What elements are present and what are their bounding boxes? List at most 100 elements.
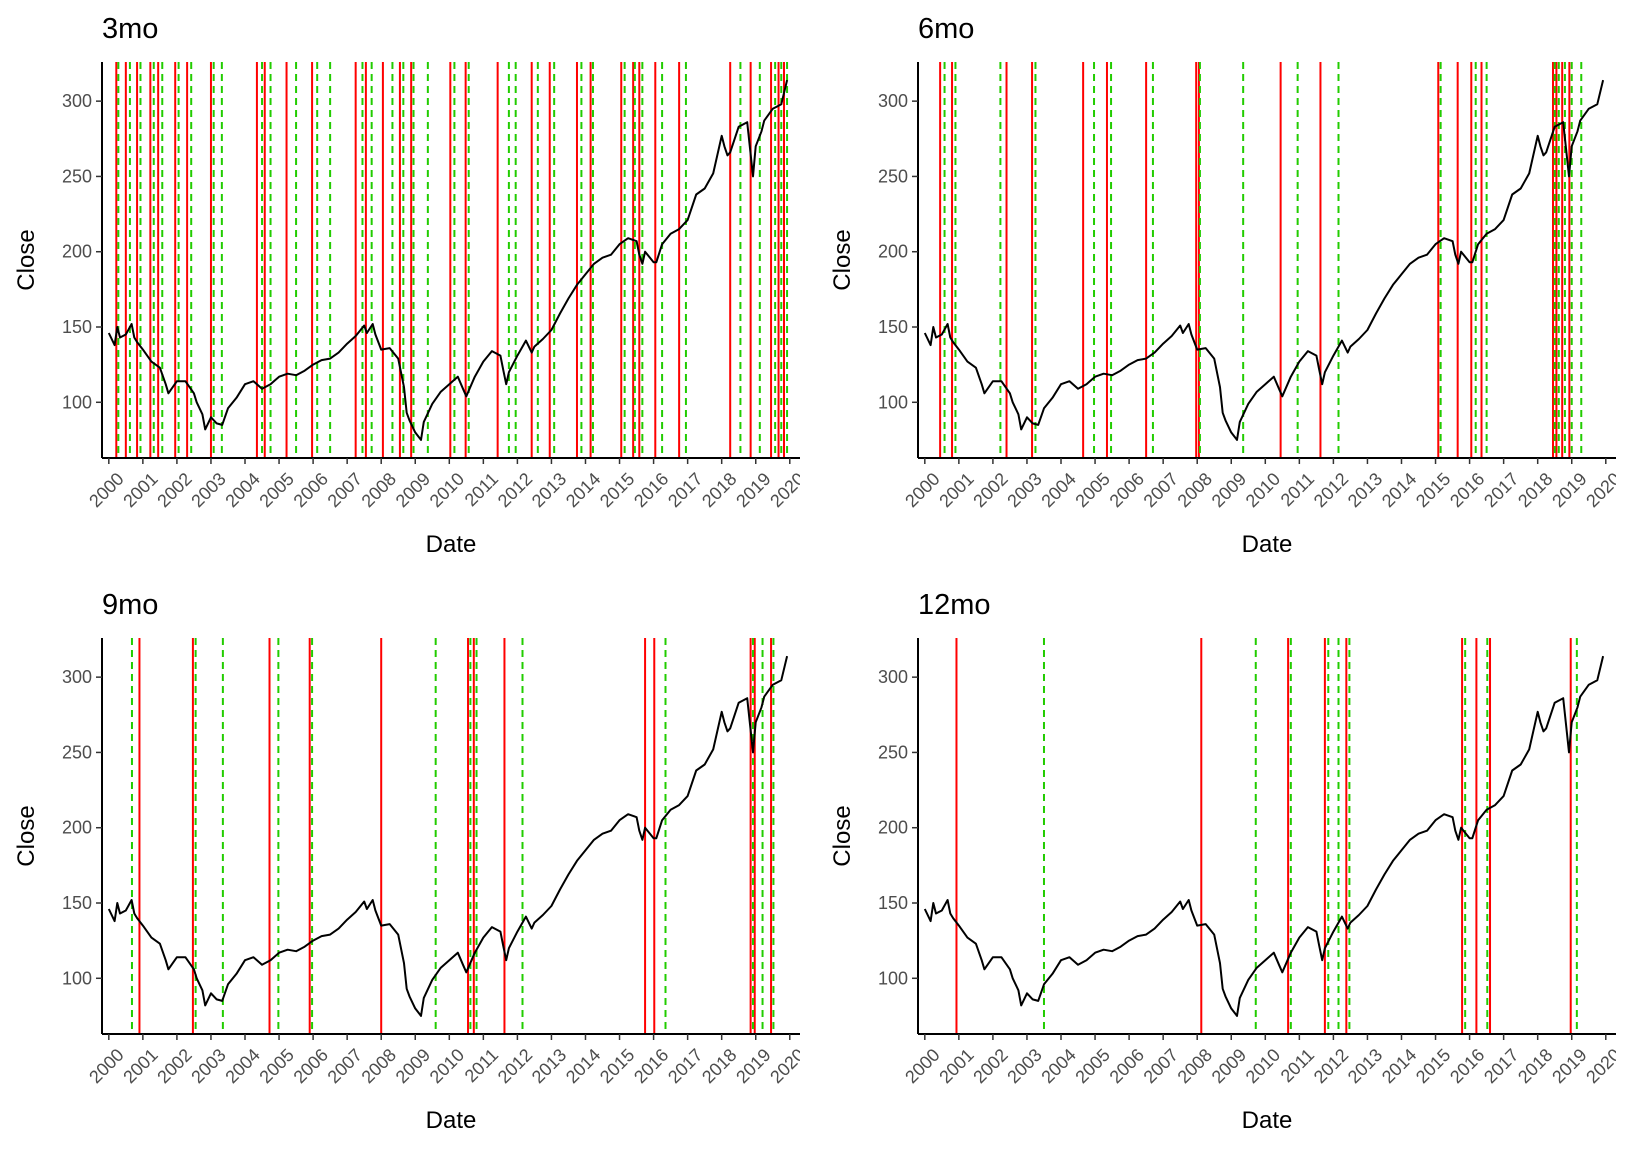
x-tick-label: 2012: [494, 469, 536, 511]
x-tick-label: 2003: [1003, 1045, 1045, 1087]
x-tick-label: 2010: [1242, 1045, 1284, 1087]
x-tick-label: 2011: [461, 469, 503, 511]
x-tick-label: 2014: [562, 1045, 604, 1087]
y-tick-label: 150: [62, 317, 92, 337]
x-tick-label: 2012: [494, 1045, 536, 1087]
y-tick-label: 300: [62, 91, 92, 111]
x-axis-label: Date: [1242, 1107, 1293, 1134]
chart-9mo: 9mo1001502002503002000200120022003200420…: [13, 589, 800, 1134]
x-tick-label: 2002: [153, 469, 195, 511]
x-tick-label: 2001: [119, 1045, 161, 1087]
x-tick-label: 2010: [426, 469, 468, 511]
x-tick-label: 2019: [732, 469, 774, 511]
x-tick-label: 2007: [324, 469, 366, 511]
x-tick-label: 2002: [153, 1045, 195, 1087]
x-tick-label: 2017: [1480, 1045, 1522, 1087]
close-price-line: [923, 655, 1605, 1017]
x-tick-label: 2008: [1174, 469, 1216, 511]
x-tick-label: 2000: [901, 1045, 943, 1087]
x-tick-label: 2008: [358, 469, 400, 511]
x-tick-label: 2013: [528, 1045, 570, 1087]
x-axis-label: Date: [1242, 531, 1293, 558]
x-tick-label: 2007: [324, 1045, 366, 1087]
panel-6mo: 6mo 100 150 200 250 300 2000 2001 2002 2003 2004 20…: [816, 0, 1616, 560]
y-tick-label: 150: [62, 893, 92, 913]
x-tick-label: 2012: [1310, 469, 1352, 511]
x-tick-label: 2004: [1037, 1045, 1079, 1087]
x-tick-label: 2010: [1242, 469, 1284, 511]
x-tick-label: 2020: [1582, 1045, 1616, 1087]
chart-6mo: 6mo1001502002503002000200120022003200420…: [829, 13, 1616, 558]
x-tick-label: 2002: [969, 469, 1011, 511]
x-tick-label: 2004: [221, 1045, 263, 1087]
x-tick-label: 2006: [1106, 469, 1148, 511]
x-tick-label: 2018: [1514, 1045, 1556, 1087]
chart-title: 3mo: [102, 13, 158, 45]
chart-title: 6mo: [918, 13, 974, 45]
y-tick-label: 200: [62, 818, 92, 838]
x-tick-label: 2012: [1310, 1045, 1352, 1087]
y-tick-label: 200: [62, 242, 92, 262]
x-tick-label: 2019: [1548, 1045, 1590, 1087]
x-tick-label: 2004: [1037, 469, 1079, 511]
x-tick-label: 2007: [1140, 1045, 1182, 1087]
x-tick-label: 2017: [664, 469, 706, 511]
x-tick-label: 2005: [255, 469, 297, 511]
x-tick-label: 2020: [766, 469, 800, 511]
x-tick-label: 2009: [392, 469, 434, 511]
y-tick-label: 300: [62, 667, 92, 687]
x-tick-label: 2009: [1208, 469, 1250, 511]
x-axis-label: Date: [426, 1107, 477, 1134]
panel-3mo: 3mo 100 150 200 250 300 2000 2001 2002 2003 2004 20…: [0, 0, 800, 560]
x-tick-label: 2020: [766, 1045, 800, 1087]
x-tick-label: 2017: [1480, 469, 1522, 511]
close-price-line: [107, 655, 789, 1017]
x-tick-label: 2007: [1140, 469, 1182, 511]
x-tick-label: 2003: [187, 469, 229, 511]
x-tick-label: 2005: [255, 1045, 297, 1087]
x-tick-label: 2009: [1208, 1045, 1250, 1087]
x-tick-label: 2002: [969, 1045, 1011, 1087]
x-tick-label: 2016: [1446, 1045, 1488, 1087]
x-tick-label: 2015: [596, 1045, 638, 1087]
x-tick-label: 2001: [935, 1045, 977, 1087]
x-tick-label: 2016: [1446, 469, 1488, 511]
x-tick-label: 2020: [1582, 469, 1616, 511]
chart-title: 12mo: [918, 589, 991, 621]
x-tick-label: 2010: [426, 1045, 468, 1087]
chart-title: 9mo: [102, 589, 158, 621]
x-tick-label: 2003: [187, 1045, 229, 1087]
x-tick-label: 2017: [664, 1045, 706, 1087]
x-tick-label: 2013: [1344, 1045, 1386, 1087]
y-tick-label: 200: [878, 242, 908, 262]
close-price-line: [923, 79, 1605, 441]
x-tick-label: 2005: [1071, 1045, 1113, 1087]
y-tick-label: 200: [878, 818, 908, 838]
x-tick-label: 2011: [1277, 1045, 1319, 1087]
y-tick-label: 150: [878, 893, 908, 913]
x-tick-label: 2014: [1378, 469, 1420, 511]
x-tick-label: 2005: [1071, 469, 1113, 511]
close-price-line: [107, 79, 789, 441]
x-tick-label: 2006: [290, 1045, 332, 1087]
x-tick-label: 2008: [358, 1045, 400, 1087]
x-tick-label: 2019: [1548, 469, 1590, 511]
y-tick-label: 300: [878, 667, 908, 687]
x-tick-label: 2004: [221, 469, 263, 511]
y-tick-label: 100: [878, 392, 908, 412]
x-tick-label: 2014: [562, 469, 604, 511]
x-tick-label: 2006: [1106, 1045, 1148, 1087]
x-tick-label: 2008: [1174, 1045, 1216, 1087]
y-tick-label: 100: [62, 392, 92, 412]
y-tick-label: 100: [878, 968, 908, 988]
y-axis-label: Close: [13, 805, 40, 866]
x-tick-label: 2015: [1412, 469, 1454, 511]
x-tick-label: 2006: [290, 469, 332, 511]
x-tick-label: 2016: [630, 1045, 672, 1087]
y-axis-label: Close: [13, 229, 40, 290]
y-tick-label: 250: [62, 166, 92, 186]
x-tick-label: 2000: [85, 469, 127, 511]
chart-12mo: 12mo100150200250300200020012002200320042…: [829, 589, 1616, 1134]
chart-3mo: 3mo1001502002503002000200120022003200420…: [13, 13, 800, 558]
